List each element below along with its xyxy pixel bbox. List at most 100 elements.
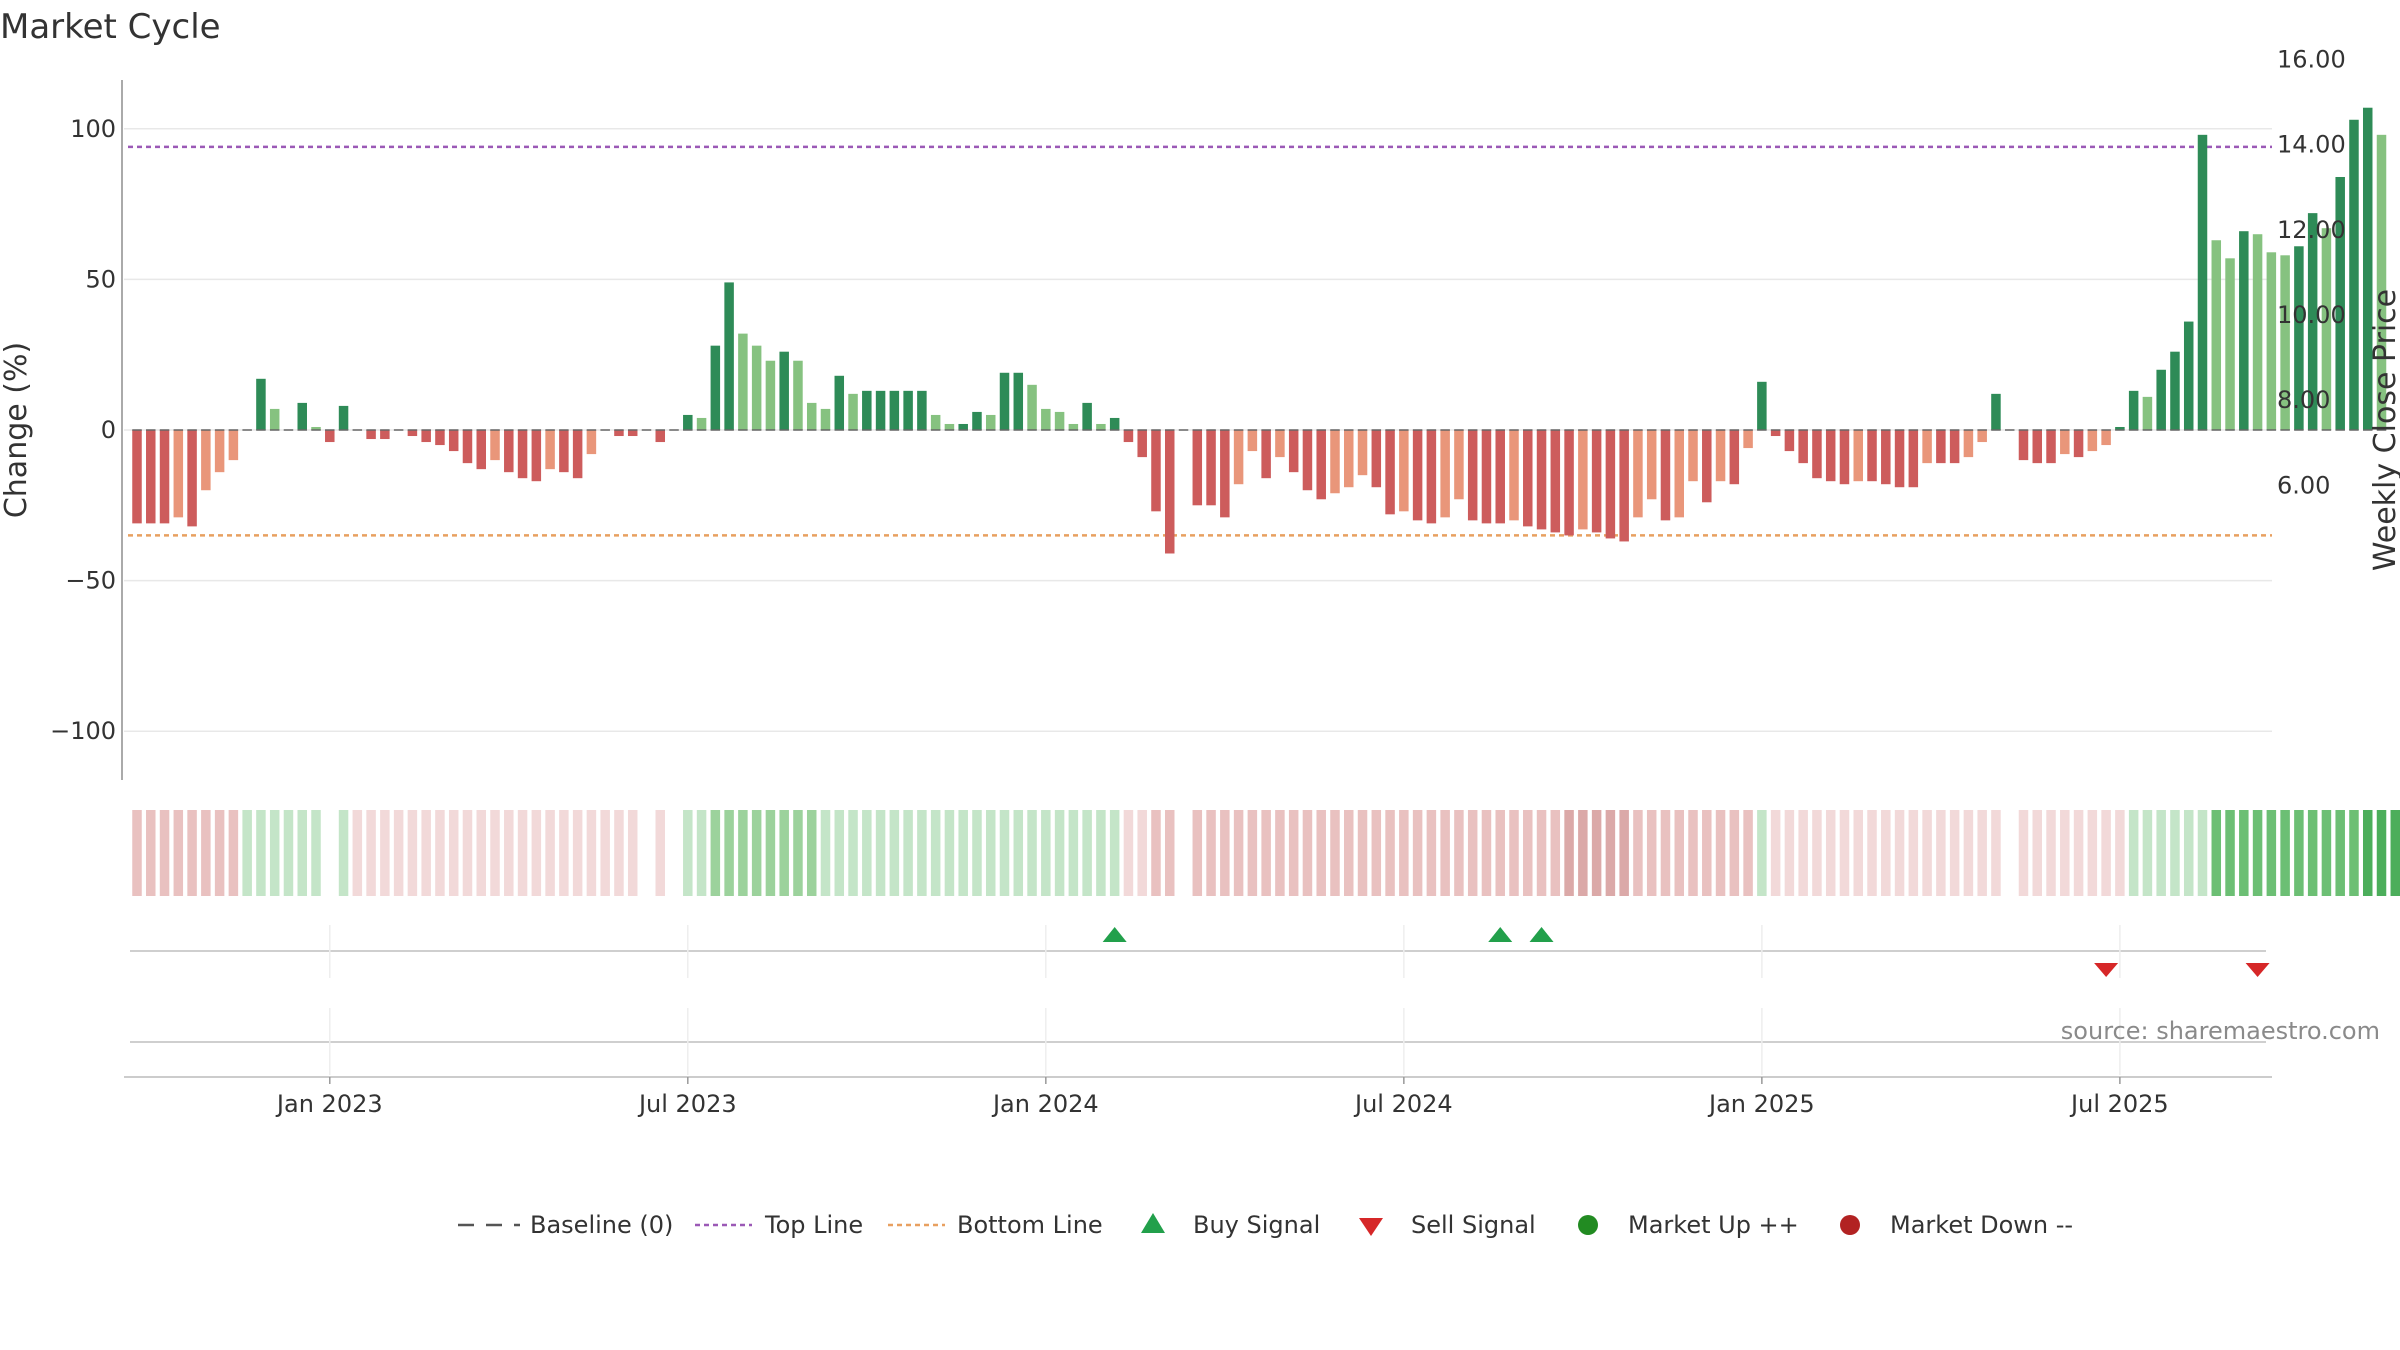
price-band-cell — [1109, 810, 1120, 896]
sell-signal-marker — [2245, 963, 2270, 977]
change-bar — [173, 430, 184, 518]
change-bar — [214, 430, 225, 473]
change-bar — [421, 430, 431, 443]
change-bar — [1192, 430, 1203, 506]
price-band-cell — [1743, 810, 1753, 896]
price-band-cell — [159, 810, 170, 896]
change-bar — [710, 345, 721, 430]
y2-tick-label: 12.00 — [2277, 216, 2346, 244]
change-bar — [1660, 430, 1671, 521]
price-band-cell — [1578, 810, 1588, 896]
price-band-cell — [435, 810, 445, 896]
change-bar — [1633, 430, 1643, 518]
change-bar — [1839, 430, 1850, 485]
price-band-cell — [1137, 810, 1147, 896]
price-band-cell — [1220, 810, 1230, 896]
price-band-cell — [1357, 810, 1368, 896]
change-bar — [627, 430, 638, 437]
price-band-cell — [1839, 810, 1850, 896]
change-bar — [1605, 430, 1616, 539]
price-band-cell — [848, 810, 858, 896]
change-bar — [1165, 430, 1175, 554]
change-bar — [1495, 430, 1505, 524]
change-bar — [490, 430, 500, 461]
change-bar — [1963, 430, 1974, 458]
price-band-cell — [1894, 810, 1905, 896]
change-bar — [1123, 430, 1134, 443]
price-band-cell — [311, 810, 321, 896]
change-bar — [751, 345, 762, 430]
change-bar — [834, 375, 845, 430]
price-band-cell — [1068, 810, 1079, 896]
legend-top-line-label: Top Line — [764, 1211, 863, 1239]
market-state-panel — [124, 1008, 2272, 1078]
price-band-cell — [1812, 810, 1822, 896]
price-band-cell — [1757, 810, 1767, 896]
price-band-cell — [696, 810, 707, 896]
y2-tick-label: 16.00 — [2277, 45, 2346, 73]
price-band-cell — [2087, 810, 2098, 896]
buy-signal-marker — [1488, 927, 1513, 942]
signal-panel — [130, 925, 2270, 978]
change-bar — [2335, 176, 2345, 430]
price-band-cell — [1151, 810, 1161, 896]
price-band-cell — [2170, 810, 2180, 896]
change-bar — [1206, 430, 1216, 506]
x-tick-label: Jul 2025 — [2069, 1090, 2169, 1118]
price-band-cell — [2211, 810, 2222, 896]
change-bar — [1523, 430, 1533, 527]
change-bar — [407, 430, 418, 437]
change-bar — [380, 430, 390, 440]
change-bar — [1509, 430, 1519, 521]
change-bar — [2266, 252, 2277, 430]
price-band-cell — [586, 810, 597, 896]
price-band-cell — [1523, 810, 1533, 896]
change-bar — [2307, 213, 2318, 430]
price-band-cell — [2073, 810, 2084, 896]
change-bar — [1757, 381, 1767, 430]
price-band-cell — [1674, 810, 1684, 896]
price-band-cell — [1564, 810, 1574, 896]
price-band-cell — [1467, 810, 1478, 896]
change-bar — [269, 408, 280, 430]
price-band-cell — [1330, 810, 1340, 896]
price-band-cell — [1729, 810, 1740, 896]
price-band-cell — [214, 810, 225, 896]
price-band-cell — [1881, 810, 1891, 896]
y-axis-label: Change (%) — [0, 342, 34, 518]
change-bar — [2156, 369, 2166, 430]
x-tick-label: Jan 2024 — [991, 1090, 1099, 1118]
price-band-cell — [875, 810, 886, 896]
price-band-cell — [738, 810, 748, 896]
y2-tick-label: 6.00 — [2277, 471, 2330, 499]
price-band-cell — [504, 810, 514, 896]
price-band-cell — [1715, 810, 1726, 896]
change-bar — [1068, 423, 1079, 430]
price-band-cell — [2060, 810, 2070, 896]
change-bar — [1426, 430, 1437, 524]
change-bar — [1812, 430, 1822, 479]
price-band-cell — [1536, 810, 1547, 896]
change-bar — [187, 430, 197, 527]
price-band-cell — [600, 810, 610, 896]
price-band-cell — [283, 810, 294, 896]
price-band-cell — [187, 810, 197, 896]
price-band-cell — [614, 810, 624, 896]
price-band-cell — [806, 810, 817, 896]
change-bar — [972, 411, 982, 430]
price-band-cell — [1550, 810, 1561, 896]
change-bar — [862, 390, 872, 430]
x-tick-label: Jan 2025 — [1707, 1090, 1815, 1118]
price-band-cell — [1371, 810, 1382, 896]
change-bar — [2225, 258, 2235, 430]
change-bar — [1454, 430, 1464, 500]
price-band-cell — [779, 810, 789, 896]
legend-buy-signal-label: Buy Signal — [1193, 1211, 1320, 1239]
price-band-cell — [256, 810, 266, 896]
change-bar — [724, 282, 734, 430]
change-bar — [2142, 396, 2153, 430]
change-bar — [1646, 430, 1657, 500]
change-bar — [999, 372, 1010, 430]
price-band-cell — [1633, 810, 1643, 896]
